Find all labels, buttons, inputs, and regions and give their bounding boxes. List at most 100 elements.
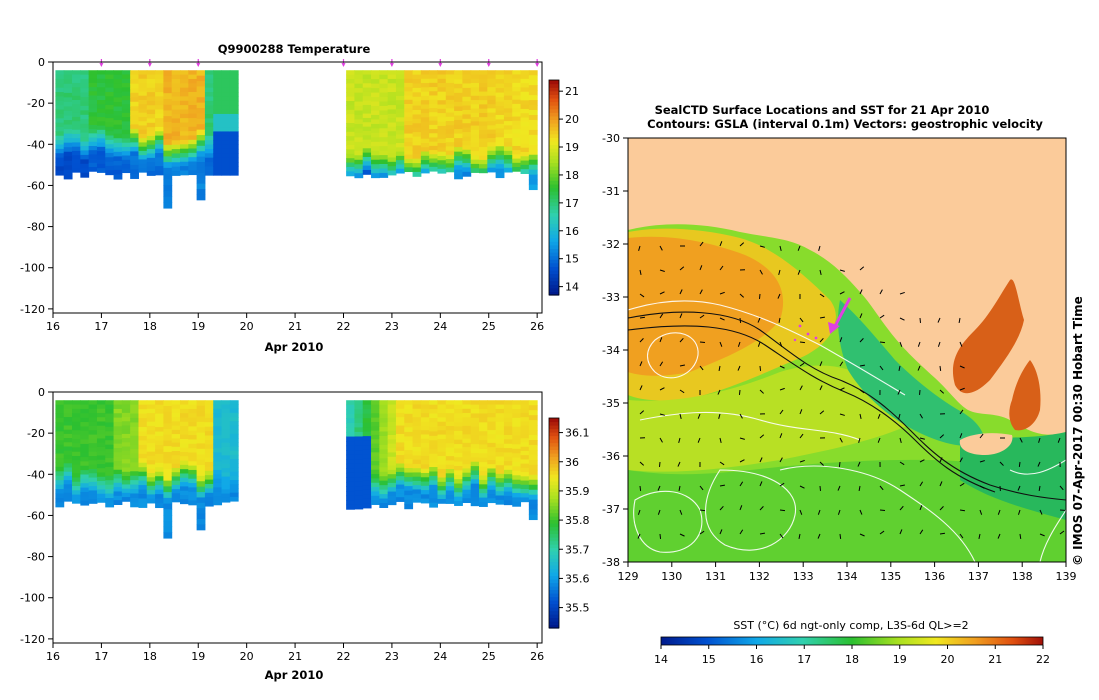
heatmap-cell xyxy=(80,443,90,449)
heatmap-cell xyxy=(105,78,115,84)
heatmap-cell xyxy=(395,417,405,422)
heatmap-cell xyxy=(346,101,355,106)
heatmap-cell xyxy=(221,96,231,102)
heatmap-cell xyxy=(88,129,98,134)
heatmap-cell xyxy=(188,465,198,471)
heatmap-cell xyxy=(105,113,115,119)
heatmap-cell xyxy=(229,417,239,422)
heatmap-cell xyxy=(420,138,430,144)
heatmap-cell xyxy=(379,471,389,477)
heatmap-cell xyxy=(503,74,513,80)
velocity-vector xyxy=(799,341,806,344)
heatmap-cell xyxy=(420,117,430,123)
heatmap-cell xyxy=(229,463,239,468)
heatmap-cell xyxy=(229,408,239,414)
heatmap-cell xyxy=(221,442,231,448)
heatmap-cell xyxy=(121,95,131,101)
heatmap-cell xyxy=(420,113,430,118)
heatmap-cell xyxy=(371,123,380,129)
velocity-vector xyxy=(1037,461,1041,467)
heatmap-cell xyxy=(146,417,156,423)
velocity-vector xyxy=(759,434,765,439)
heatmap-cell xyxy=(512,448,522,454)
heatmap-cell xyxy=(520,429,530,435)
heatmap-cell xyxy=(354,427,364,433)
heatmap-cell xyxy=(462,417,472,423)
heatmap-cell xyxy=(72,434,81,440)
heatmap-cell xyxy=(105,83,115,89)
heatmap-cell xyxy=(404,108,414,113)
heatmap-cell xyxy=(437,168,447,174)
heatmap-cell xyxy=(445,70,455,75)
heatmap-cell xyxy=(196,70,206,77)
heatmap-cell xyxy=(196,178,206,185)
heatmap-cell xyxy=(146,400,156,406)
heatmap-cell xyxy=(204,422,214,428)
velocity-vector xyxy=(959,509,966,512)
heatmap-cell xyxy=(171,476,181,482)
colorbar-segment xyxy=(549,554,559,559)
heatmap-cell xyxy=(138,435,148,441)
heatmap-cell xyxy=(146,157,156,163)
heatmap-cell xyxy=(155,74,164,80)
heatmap-cell xyxy=(354,83,364,89)
heatmap-cell xyxy=(213,144,223,150)
heatmap-cell xyxy=(346,432,355,438)
heatmap-cell xyxy=(346,491,355,497)
heatmap-cell xyxy=(155,467,164,473)
heatmap-cell xyxy=(479,104,488,110)
heatmap-cell xyxy=(55,100,65,106)
heatmap-cell xyxy=(503,482,513,488)
heatmap-cell xyxy=(180,499,189,505)
heatmap-cell xyxy=(420,87,430,93)
heatmap-cell xyxy=(113,456,123,462)
heatmap-cell xyxy=(487,91,497,97)
heatmap-cell xyxy=(445,443,455,449)
heatmap-cell xyxy=(470,159,480,165)
y-tick-label: -60 xyxy=(27,509,45,522)
heatmap-cell xyxy=(371,474,380,479)
heatmap-cell xyxy=(96,446,106,452)
heatmap-cell xyxy=(495,173,505,179)
heatmap-cell xyxy=(213,417,223,423)
heatmap-cell xyxy=(196,427,206,434)
heatmap-cell xyxy=(379,418,389,424)
heatmap-cell xyxy=(487,417,497,423)
heatmap-cell xyxy=(404,440,414,446)
heatmap-cell xyxy=(420,408,430,414)
heatmap-cell xyxy=(229,425,239,431)
colorbar-segment xyxy=(549,198,559,203)
heatmap-cell xyxy=(429,116,438,122)
heatmap-cell xyxy=(520,117,530,123)
heatmap-cell xyxy=(520,96,530,101)
heatmap-cell xyxy=(146,109,156,115)
heatmap-cell xyxy=(520,130,530,136)
velocity-vector xyxy=(779,509,786,512)
heatmap-cell xyxy=(180,490,189,496)
heatmap-cell xyxy=(346,418,355,424)
heatmap-cell xyxy=(445,451,455,457)
heatmap-cell xyxy=(395,446,405,452)
heatmap-cell xyxy=(105,435,115,441)
heatmap-cell xyxy=(105,161,115,167)
heatmap-cell xyxy=(371,417,380,423)
heatmap-cell xyxy=(404,146,414,151)
heatmap-cell xyxy=(387,408,397,414)
heatmap-cell xyxy=(429,409,438,415)
heatmap-cell xyxy=(420,134,430,140)
heatmap-cell xyxy=(487,447,497,452)
heatmap-cell xyxy=(138,129,148,135)
velocity-vector xyxy=(939,506,944,511)
heatmap-cell xyxy=(462,105,472,111)
heatmap-cell xyxy=(512,74,522,80)
heatmap-cell xyxy=(454,101,463,107)
heatmap-cell xyxy=(387,74,397,80)
velocity-vector xyxy=(759,365,762,372)
heatmap-cell xyxy=(155,87,164,93)
salinity-x-ticks: 16 17 18 19 20 21 22 23 24 25 26 xyxy=(46,643,544,663)
heatmap-cell xyxy=(454,487,463,493)
heatmap-cell xyxy=(479,151,488,157)
velocity-vector xyxy=(639,410,645,415)
heatmap-cell xyxy=(105,444,115,450)
heatmap-cell xyxy=(371,155,380,161)
